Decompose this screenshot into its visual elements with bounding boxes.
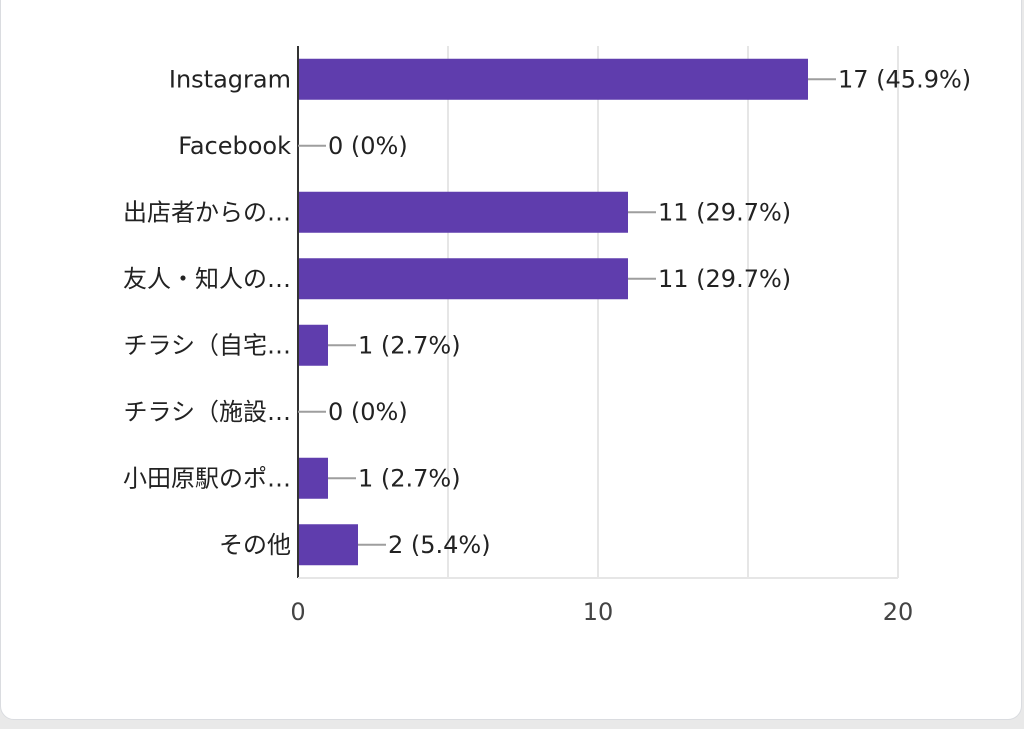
bar	[298, 457, 328, 499]
x-tick-label: 0	[290, 598, 305, 626]
category-label: チラシ（施設…	[123, 398, 291, 426]
category-label: 友人・知人の…	[123, 265, 291, 293]
data-label: 2 (5.4%)	[388, 531, 491, 559]
labels: 17 (45.9%) Instagram 0 (0%) Facebook 11 (29.…	[123, 65, 971, 559]
bar	[298, 58, 808, 100]
bar	[298, 524, 358, 566]
category-label: Facebook	[178, 132, 291, 160]
x-tick-label: 10	[583, 598, 614, 626]
gridlines	[447, 46, 899, 578]
data-label: 1 (2.7%)	[358, 331, 461, 359]
category-label: 出店者からの…	[123, 198, 291, 226]
category-label: チラシ（自宅…	[123, 331, 291, 359]
bar	[298, 258, 628, 300]
x-tick-label: 20	[883, 598, 914, 626]
category-label: 小田原駅のポ…	[123, 464, 291, 492]
data-label: 0 (0%)	[328, 132, 408, 160]
category-label: Instagram	[169, 65, 291, 93]
data-label: 11 (29.7%)	[658, 265, 791, 293]
data-label: 17 (45.9%)	[838, 65, 971, 93]
data-label: 0 (0%)	[328, 398, 408, 426]
category-label: その他	[219, 531, 291, 559]
bar	[298, 324, 328, 366]
bars	[298, 58, 808, 566]
data-label: 11 (29.7%)	[658, 198, 791, 226]
axes: 0 10 20	[290, 46, 913, 626]
data-label: 1 (2.7%)	[358, 464, 461, 492]
bar	[298, 191, 628, 233]
